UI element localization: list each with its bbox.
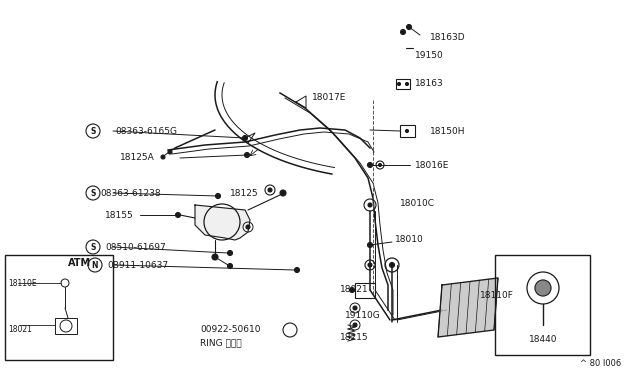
Text: RING リング: RING リング — [200, 339, 242, 347]
Circle shape — [353, 323, 357, 327]
Text: ATM: ATM — [68, 258, 92, 268]
Circle shape — [246, 225, 250, 229]
Circle shape — [368, 203, 372, 207]
Circle shape — [168, 150, 172, 154]
Circle shape — [406, 83, 408, 86]
Circle shape — [294, 267, 300, 273]
Text: 18110F: 18110F — [480, 291, 514, 299]
Text: 18010C: 18010C — [400, 199, 435, 208]
Polygon shape — [195, 205, 250, 240]
Bar — [355, 283, 375, 298]
Text: 18010: 18010 — [395, 235, 424, 244]
Circle shape — [227, 263, 232, 269]
Text: 18163: 18163 — [415, 80, 444, 89]
Circle shape — [535, 280, 551, 296]
Bar — [5, 255, 113, 360]
Text: 18150H: 18150H — [430, 126, 465, 135]
Text: 18125A: 18125A — [120, 154, 155, 163]
Circle shape — [216, 193, 221, 199]
Text: 18155: 18155 — [105, 211, 134, 219]
Circle shape — [227, 250, 232, 256]
Circle shape — [406, 25, 412, 29]
Bar — [55, 318, 77, 334]
Text: 18021: 18021 — [340, 285, 369, 295]
Circle shape — [243, 135, 248, 141]
Text: 08363-6165G: 08363-6165G — [115, 126, 177, 135]
Circle shape — [390, 263, 394, 267]
Text: 00922-50610: 00922-50610 — [200, 326, 260, 334]
Circle shape — [367, 243, 372, 247]
Circle shape — [397, 83, 401, 86]
Text: 18110E: 18110E — [8, 279, 36, 288]
Circle shape — [212, 254, 218, 260]
Circle shape — [349, 288, 355, 292]
Text: 18125: 18125 — [230, 189, 259, 198]
Text: 18440: 18440 — [529, 336, 557, 344]
Text: 18215: 18215 — [340, 334, 369, 343]
Text: 0B911-10637: 0B911-10637 — [107, 260, 168, 269]
Text: 19150: 19150 — [415, 51, 444, 61]
Text: S: S — [90, 243, 96, 251]
Text: 18017E: 18017E — [312, 93, 346, 102]
Text: 18163D: 18163D — [430, 33, 466, 42]
Text: 08510-61697: 08510-61697 — [105, 243, 166, 251]
Text: ^ 80 I006: ^ 80 I006 — [580, 359, 621, 368]
Circle shape — [175, 212, 180, 218]
Text: 18021: 18021 — [8, 326, 32, 334]
Text: S: S — [90, 126, 96, 135]
Text: 19110G: 19110G — [345, 311, 381, 321]
Circle shape — [353, 306, 357, 310]
Circle shape — [161, 155, 165, 159]
Circle shape — [268, 188, 272, 192]
Bar — [396, 79, 410, 89]
Circle shape — [406, 129, 408, 132]
Polygon shape — [438, 278, 498, 337]
Text: 18016E: 18016E — [415, 160, 449, 170]
Text: N: N — [92, 260, 99, 269]
Text: 08363-61238: 08363-61238 — [100, 189, 161, 198]
Bar — [495, 255, 590, 355]
Circle shape — [401, 29, 406, 35]
Circle shape — [367, 163, 372, 167]
Bar — [400, 125, 415, 137]
Text: S: S — [90, 189, 96, 198]
Circle shape — [378, 164, 381, 167]
Circle shape — [244, 153, 250, 157]
Circle shape — [280, 190, 286, 196]
Circle shape — [368, 263, 372, 267]
